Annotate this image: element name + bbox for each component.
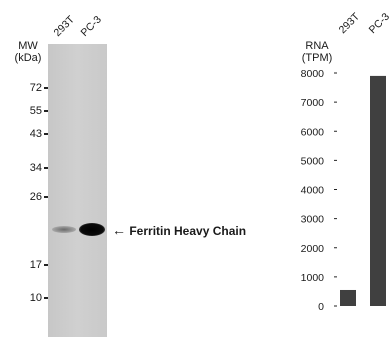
- marker-43-label: 43: [29, 128, 42, 140]
- marker-55-label: 55: [29, 105, 42, 117]
- marker-10-label: 10: [29, 292, 42, 304]
- y-axis-title-line1: RNA: [305, 40, 329, 52]
- y-tick-label-8000: 8000: [301, 68, 325, 80]
- y-tick-label-0: 0: [318, 301, 324, 313]
- lane-label-293t: 293T: [51, 13, 77, 39]
- western-blot-panel: 293T PC-3 MW (kDa) 72 55 43 34 26 17 10 …: [8, 13, 246, 337]
- marker-34-label: 34: [29, 162, 42, 174]
- rna-bar-chart: 0 1000 2000 3000 4000 5000 6000 7000 8000 293T PC-…: [301, 10, 391, 313]
- marker-72-label: 72: [29, 82, 42, 94]
- target-annotation: ← Ferritin Heavy Chain: [112, 222, 246, 238]
- mw-header-line1: MW: [18, 40, 38, 52]
- y-axis-title-line2: (TPM): [301, 52, 333, 64]
- marker-17-label: 17: [29, 259, 42, 271]
- y-tick-label-1000: 1000: [301, 272, 325, 284]
- blot-membrane: [48, 44, 107, 337]
- y-tick-label-7000: 7000: [301, 97, 325, 109]
- mw-header-line2: (kDa): [14, 52, 42, 64]
- y-tick-label-3000: 3000: [301, 214, 325, 226]
- y-tick-label-5000: 5000: [301, 155, 325, 167]
- arrow-left-icon: ←: [112, 222, 126, 238]
- x-category-label-pc3: PC-3: [367, 11, 391, 37]
- y-tick-label-2000: 2000: [301, 243, 325, 255]
- x-category-label-293t: 293T: [337, 10, 363, 36]
- target-protein-label: Ferritin Heavy Chain: [129, 224, 247, 238]
- bar-293t: [340, 289, 356, 306]
- mw-header: MW (kDa): [8, 40, 48, 64]
- rna-chart-panel: RNA (TPM) 0 1000 2000 3000 4000 5000 6000 7000 8…: [280, 0, 391, 337]
- lane-label-pc3: PC-3: [78, 13, 104, 39]
- y-tick-label-4000: 4000: [301, 185, 325, 197]
- band-293t: [52, 226, 76, 233]
- marker-26-label: 26: [29, 191, 42, 203]
- band-pc3: [79, 223, 105, 236]
- bar-pc3: [370, 75, 386, 306]
- y-axis-title: RNA (TPM): [297, 40, 337, 64]
- y-tick-label-6000: 6000: [301, 126, 325, 138]
